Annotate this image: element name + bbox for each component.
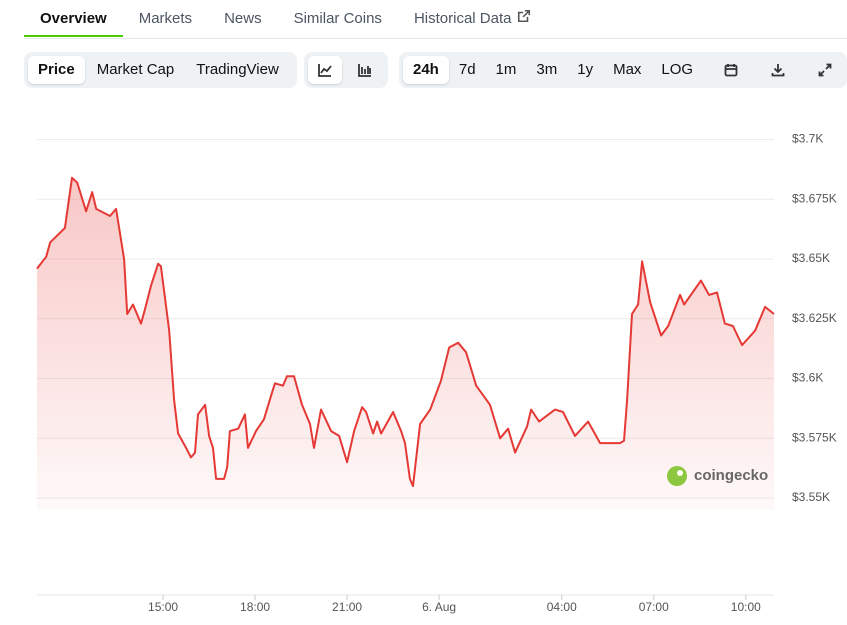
x-tick-label: 07:00	[639, 600, 669, 614]
range-button[interactable]: 3m	[536, 61, 558, 78]
y-tick-label: $3.575K	[792, 430, 837, 444]
range-button[interactable]: LOG	[661, 61, 694, 78]
view-button[interactable]: Market Cap	[96, 61, 175, 78]
fullscreen-button[interactable]	[806, 56, 843, 84]
tab[interactable]: News	[208, 0, 278, 37]
x-tick-label: 15:00	[148, 600, 178, 614]
x-tick-label: 04:00	[547, 600, 577, 614]
y-tick-label: $3.65K	[792, 251, 830, 265]
chart: $3.55K $3.575K $3.6K $3.625K $3.65K $3.675K $3…	[36, 132, 837, 614]
range-button[interactable]: 24h	[403, 56, 449, 84]
watermark-text: coingecko	[694, 467, 768, 484]
x-tick-label: 6. Aug	[422, 600, 456, 614]
range-group: 24h 7d 1m 3m 1y Max LOG	[399, 52, 847, 88]
candle-icon	[358, 64, 371, 77]
x-tick-label: 21:00	[332, 600, 362, 614]
candle-chart-button[interactable]	[348, 56, 382, 84]
area	[37, 177, 774, 511]
icon	[725, 64, 738, 77]
view-group: Price Market Cap TradingView	[24, 52, 297, 88]
y-tick-label: $3.55K	[792, 490, 830, 504]
logo	[667, 466, 687, 486]
tab-label: Overview	[40, 10, 107, 27]
line-chart-button[interactable]	[308, 56, 342, 84]
tab[interactable]: Overview	[24, 0, 123, 37]
view-button[interactable]: Price	[28, 56, 85, 84]
range-button[interactable]: Max	[613, 61, 642, 78]
watermark: coingecko	[667, 466, 768, 486]
tab[interactable]: Markets	[123, 0, 208, 37]
download-button[interactable]	[760, 56, 797, 84]
tab[interactable]: Historical Data	[398, 0, 548, 37]
range-button[interactable]: 7d	[458, 61, 476, 78]
line-icon	[318, 64, 332, 77]
tab-label: News	[224, 10, 262, 27]
external-link-icon	[518, 9, 531, 23]
tab-label: Markets	[138, 10, 193, 27]
view-button[interactable]: TradingView	[196, 61, 279, 78]
range-button[interactable]: 1m	[495, 61, 517, 78]
tab[interactable]: Similar Coins	[278, 0, 398, 37]
y-tick-label: $3.6K	[792, 371, 823, 385]
calendar-button[interactable]	[713, 56, 750, 84]
y-tick-label: $3.675K	[792, 191, 837, 205]
tab-label: Similar Coins	[293, 10, 382, 27]
x-tick-label: 18:00	[240, 600, 270, 614]
tab-bar: Overview Markets News Similar Coins Historic…	[24, 0, 847, 39]
range-button[interactable]: 1y	[577, 61, 594, 78]
tab-label: Historical Data	[413, 10, 512, 27]
icon	[771, 64, 785, 77]
y-tick-label: $3.7K	[792, 132, 823, 146]
x-tick-label: 10:00	[731, 600, 761, 614]
logo-eye	[677, 470, 683, 476]
price-line	[36, 176, 775, 488]
chart-style-group	[304, 52, 388, 88]
y-tick-label: $3.625K	[792, 311, 837, 325]
icon	[818, 63, 832, 77]
